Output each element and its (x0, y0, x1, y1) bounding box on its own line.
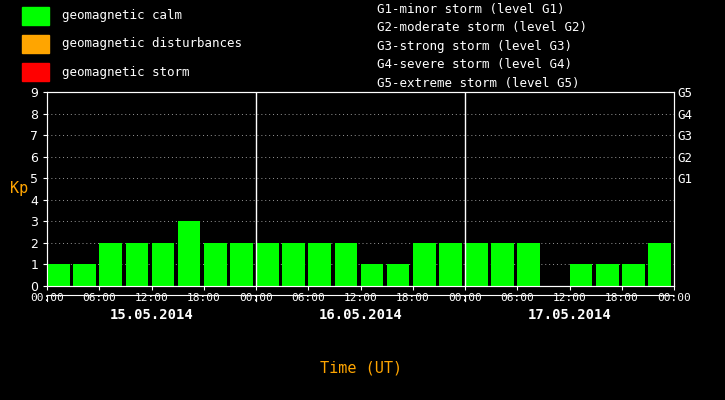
Text: G2-moderate storm (level G2): G2-moderate storm (level G2) (377, 21, 587, 34)
Bar (282, 243, 305, 286)
Bar (256, 243, 279, 286)
Bar (413, 243, 436, 286)
Text: 17.05.2014: 17.05.2014 (528, 308, 612, 322)
Bar (230, 243, 253, 286)
Bar (570, 264, 592, 286)
Bar (308, 243, 331, 286)
Text: G4-severe storm (level G4): G4-severe storm (level G4) (377, 58, 572, 71)
Bar (47, 264, 70, 286)
Text: G1-minor storm (level G1): G1-minor storm (level G1) (377, 3, 565, 16)
Bar (596, 264, 618, 286)
Bar (648, 243, 671, 286)
Bar (492, 243, 514, 286)
Bar (178, 221, 200, 286)
Text: geomagnetic calm: geomagnetic calm (62, 9, 182, 22)
Bar (465, 243, 488, 286)
Text: geomagnetic storm: geomagnetic storm (62, 66, 189, 79)
Bar (125, 243, 148, 286)
Bar (334, 243, 357, 286)
Text: G5-extreme storm (level G5): G5-extreme storm (level G5) (377, 76, 579, 90)
Bar (439, 243, 462, 286)
Bar (518, 243, 540, 286)
Text: 16.05.2014: 16.05.2014 (319, 308, 402, 322)
Bar (22, 63, 49, 81)
Bar (73, 264, 96, 286)
Bar (387, 264, 410, 286)
Bar (22, 7, 49, 25)
Y-axis label: Kp: Kp (10, 182, 28, 196)
Text: geomagnetic disturbances: geomagnetic disturbances (62, 38, 241, 50)
Bar (622, 264, 645, 286)
Bar (22, 35, 49, 53)
Text: 15.05.2014: 15.05.2014 (109, 308, 194, 322)
Bar (204, 243, 226, 286)
Text: G3-strong storm (level G3): G3-strong storm (level G3) (377, 40, 572, 53)
Bar (360, 264, 384, 286)
Text: Time (UT): Time (UT) (320, 360, 402, 376)
Bar (99, 243, 122, 286)
Bar (152, 243, 174, 286)
